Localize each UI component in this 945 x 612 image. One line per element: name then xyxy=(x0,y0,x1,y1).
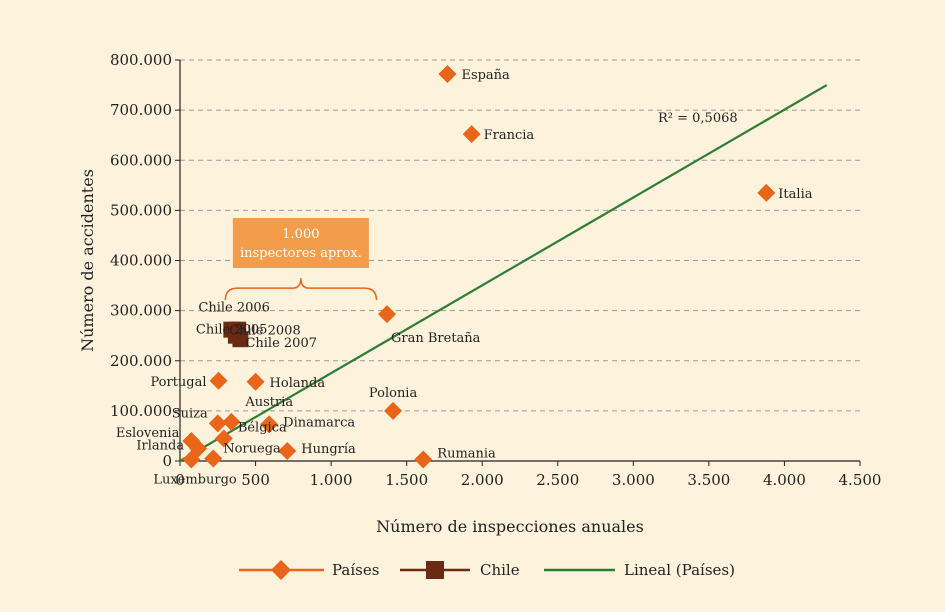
y-tick-label: 400.000 xyxy=(110,252,172,270)
y-tick-label: 600.000 xyxy=(110,151,172,169)
label-gran-breta-a: Gran Bretaña xyxy=(391,331,481,346)
legend-marker-paises xyxy=(271,560,291,580)
label-rumania: Rumania xyxy=(437,446,496,461)
trendline xyxy=(179,84,828,462)
label-chile-2007: Chile 2007 xyxy=(245,336,317,351)
trendline-lineal-paises xyxy=(179,84,828,462)
point-suiza xyxy=(208,414,227,433)
x-tick-label: 2.500 xyxy=(536,471,579,489)
x-tick-label: 3.000 xyxy=(612,471,655,489)
point-austria xyxy=(222,412,241,431)
point-dinamarca xyxy=(260,415,279,434)
label-chile-2008: Chile 2008 xyxy=(229,324,301,339)
label-hungr-a: Hungría xyxy=(301,442,356,457)
y-tick-label: 700.000 xyxy=(110,101,172,119)
r-squared-label: R² = 0,5068 xyxy=(658,111,738,126)
label-portugal: Portugal xyxy=(150,375,206,390)
point-italia xyxy=(757,183,776,202)
x-tick-label: 500 xyxy=(241,471,270,489)
axes: 0 100.000 200.000 300.000 400.000 500.000 600.… xyxy=(78,51,881,536)
point-polonia xyxy=(384,401,403,420)
label-dinamarca: Dinamarca xyxy=(283,415,355,430)
point-hungr-a xyxy=(278,441,297,460)
label-austria: Austria xyxy=(244,395,293,410)
callout-line1: 1.000 xyxy=(282,227,319,242)
y-tick-label: 800.000 xyxy=(110,51,172,69)
legend-marker-chile xyxy=(426,561,444,579)
point-portugal xyxy=(209,371,228,390)
label-italia: Italia xyxy=(778,187,812,202)
x-tick-label: 4.000 xyxy=(763,471,806,489)
callout-line2: inspectores aprox. xyxy=(240,246,362,261)
point-luxemburgo xyxy=(182,450,201,469)
legend-label-chile: Chile xyxy=(480,561,520,579)
legend-label-lineal: Lineal (Países) xyxy=(624,561,735,579)
x-tick-label: 1.500 xyxy=(385,471,428,489)
label-chile-2005: Chile 2005 xyxy=(196,323,268,338)
point-gran-breta-a xyxy=(378,305,397,324)
point-labels: España Francia Italia Gran Bretaña Portugal H… xyxy=(116,68,813,487)
x-tick-label: 1.000 xyxy=(310,471,353,489)
y-tick-label: 100.000 xyxy=(110,402,172,420)
label-chile-2006: Chile 2006 xyxy=(198,301,270,316)
point-chile-2005 xyxy=(227,327,244,344)
x-axis-title: Número de inspecciones anuales xyxy=(376,517,644,536)
point-espa-a xyxy=(438,65,457,84)
y-tick-label: 500.000 xyxy=(110,201,172,219)
x-tick-label: 2.000 xyxy=(461,471,504,489)
label-francia: Francia xyxy=(484,128,535,143)
label-polonia: Polonia xyxy=(369,386,418,401)
annotations: R² = 0,5068 1.000 inspectores aprox. xyxy=(224,111,738,301)
label-espa-a: España xyxy=(461,68,510,83)
label-luxemburgo: Luxemburgo xyxy=(153,472,237,487)
label-b-lgica: Bélgica xyxy=(238,420,287,435)
x-tick-label: 3.500 xyxy=(687,471,730,489)
label-suiza: Suiza xyxy=(172,406,208,421)
label-irlanda: Irlanda xyxy=(136,438,184,453)
y-tick-label: 300.000 xyxy=(110,302,172,320)
legend-label-paises: Países xyxy=(332,561,379,579)
data-points xyxy=(182,65,776,469)
x-tick-label: 0 xyxy=(175,471,185,489)
y-tick-label: 200.000 xyxy=(110,352,172,370)
brace xyxy=(224,278,378,301)
callout-box xyxy=(232,218,369,268)
point-holanda xyxy=(246,372,265,391)
legend: Países Chile Lineal (Países) xyxy=(239,560,735,580)
point-francia xyxy=(462,125,481,144)
point-rumania xyxy=(414,450,433,469)
point-noruega xyxy=(204,449,223,468)
point-b-lgica xyxy=(214,429,233,448)
y-axis-title: Número de accidentes xyxy=(78,169,97,352)
label-holanda: Holanda xyxy=(270,376,326,391)
label-eslovenia: Eslovenia xyxy=(116,426,180,441)
y-tick-label: 0 xyxy=(162,452,172,470)
label-noruega: Noruega xyxy=(223,441,281,456)
x-tick-label: 4.500 xyxy=(839,471,882,489)
